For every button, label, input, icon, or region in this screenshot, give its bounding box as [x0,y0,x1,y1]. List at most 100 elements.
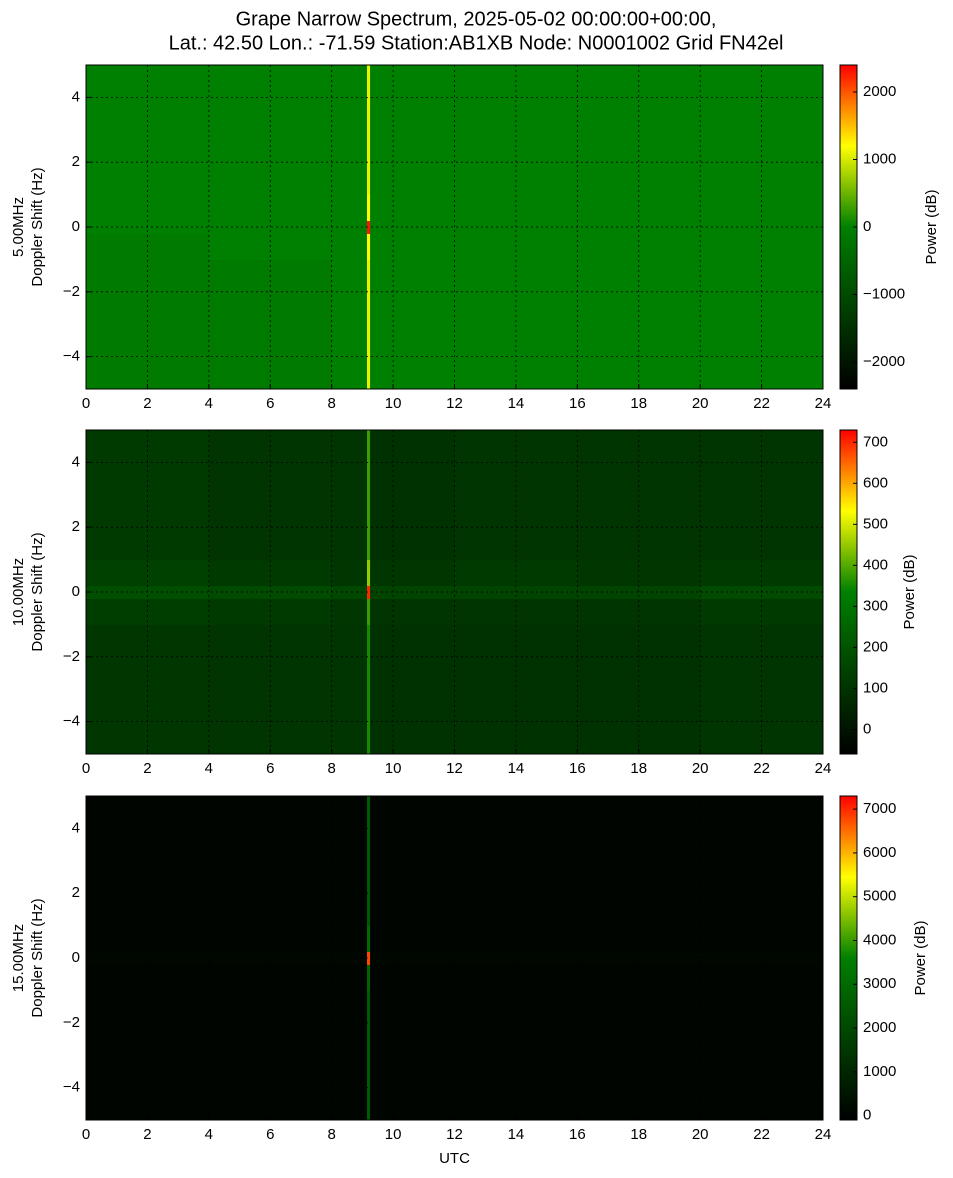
x-tick-label: 10 [385,760,402,777]
x-tick-label: 20 [692,1126,709,1143]
heatmap-cell [454,259,578,390]
heatmap-cell [366,951,371,965]
x-tick-label: 0 [82,760,90,777]
heatmap-cell [370,964,455,991]
y-tick-label: 2 [72,884,80,901]
x-tick-label: 16 [569,395,586,412]
x-tick-label: 20 [692,760,709,777]
heatmap-cell [208,990,333,1121]
colorbar-tick-label: −2000 [863,353,905,370]
colorbar-tick-label: 200 [863,638,888,655]
heatmap-cell [370,598,455,625]
x-tick-label: 12 [446,395,463,412]
colorbar-tick-label: 100 [863,679,888,696]
heatmap-cell [700,990,824,1121]
y-axis-label: Doppler Shift (Hz) [29,532,46,651]
heatmap-cell [366,925,371,953]
title-line: Lat.: 42.50 Lon.: -71.59 Station:AB1XB N… [169,32,784,54]
heatmap-cell [331,598,368,625]
heatmap-cell [366,259,371,390]
y-axis-label: Doppler Shift (Hz) [29,167,46,286]
heatmap-cell [577,624,701,755]
y-tick-label: −4 [63,713,80,730]
x-tick-label: 0 [82,1126,90,1143]
x-tick-label: 20 [692,395,709,412]
x-tick-label: 6 [266,1126,274,1143]
x-tick-label: 4 [205,1126,213,1143]
x-axis-label: UTC [439,1150,470,1167]
heatmap-cell [86,559,210,587]
heatmap-cell [86,624,210,755]
heatmap-cell [700,259,824,390]
heatmap-cell [331,964,368,991]
heatmap-cell [331,430,368,561]
colorbar-label: Power (dB) [923,189,940,264]
heatmap-cell [577,585,701,599]
y-tick-label: 2 [72,153,80,170]
x-tick-label: 22 [753,760,770,777]
heatmap-cell [366,430,371,561]
y-tick-label: −4 [63,348,80,365]
colorbar [839,795,858,1121]
heatmap-cell [366,990,371,1121]
y-axis-label: 15.00MHz [10,924,27,992]
heatmap-cell [331,925,368,953]
heatmap-cell [370,233,455,260]
heatmap-cell [700,194,824,222]
plot-frame [85,795,824,1121]
x-tick-label: 2 [143,1126,151,1143]
y-tick-label: 2 [72,518,80,535]
heatmap-cell [208,585,333,599]
x-tick-label: 10 [385,395,402,412]
y-tick-label: −4 [63,1079,80,1096]
colorbar-tick-label: 0 [863,1107,871,1124]
heatmap-cell [331,233,368,260]
colorbar-label: Power (dB) [912,920,929,995]
heatmap-cell [366,194,371,222]
x-tick-label: 22 [753,395,770,412]
y-tick-label: 0 [72,583,80,600]
plot-frame [85,429,824,755]
colorbar-tick-label: 7000 [863,800,896,817]
y-tick-label: −2 [63,283,80,300]
heatmap-cell [370,259,455,390]
heatmap-cell [208,559,333,587]
heatmap-cell [370,65,455,196]
heatmap-cell [208,951,333,965]
heatmap-cell [331,220,368,234]
x-tick-label: 14 [508,760,525,777]
colorbar-tick-label: 6000 [863,844,896,861]
x-tick-label: 18 [630,760,647,777]
heatmap-cell [86,194,210,222]
x-tick-label: 4 [205,760,213,777]
colorbar-tick-label: 300 [863,597,888,614]
x-tick-label: 8 [327,1126,335,1143]
heatmap-cell [331,990,368,1121]
heatmap-cell [577,259,701,390]
title-line: Grape Narrow Spectrum, 2025-05-02 00:00:… [236,8,717,30]
x-tick-label: 8 [327,760,335,777]
heatmap-cell [331,259,368,390]
heatmap-cell [331,65,368,196]
heatmap-cell [454,194,578,222]
heatmap-cell [208,259,333,390]
y-axis-label: 10.00MHz [10,558,27,626]
y-tick-label: 4 [72,88,80,105]
heatmap-cell [86,259,210,390]
heatmap-cell [577,220,701,234]
colorbar-tick-label: −1000 [863,285,905,302]
x-tick-label: 12 [446,760,463,777]
x-tick-label: 12 [446,1126,463,1143]
heatmap-cell [370,624,455,755]
heatmap-cell [366,233,371,260]
heatmap-cell [366,624,371,755]
heatmap-cell [366,964,371,991]
x-tick-label: 2 [143,395,151,412]
heatmap-cell [366,796,371,927]
y-axis-label: Doppler Shift (Hz) [29,898,46,1017]
heatmap-cell [331,624,368,755]
y-tick-label: 0 [72,949,80,966]
heatmap-cell [577,990,701,1121]
